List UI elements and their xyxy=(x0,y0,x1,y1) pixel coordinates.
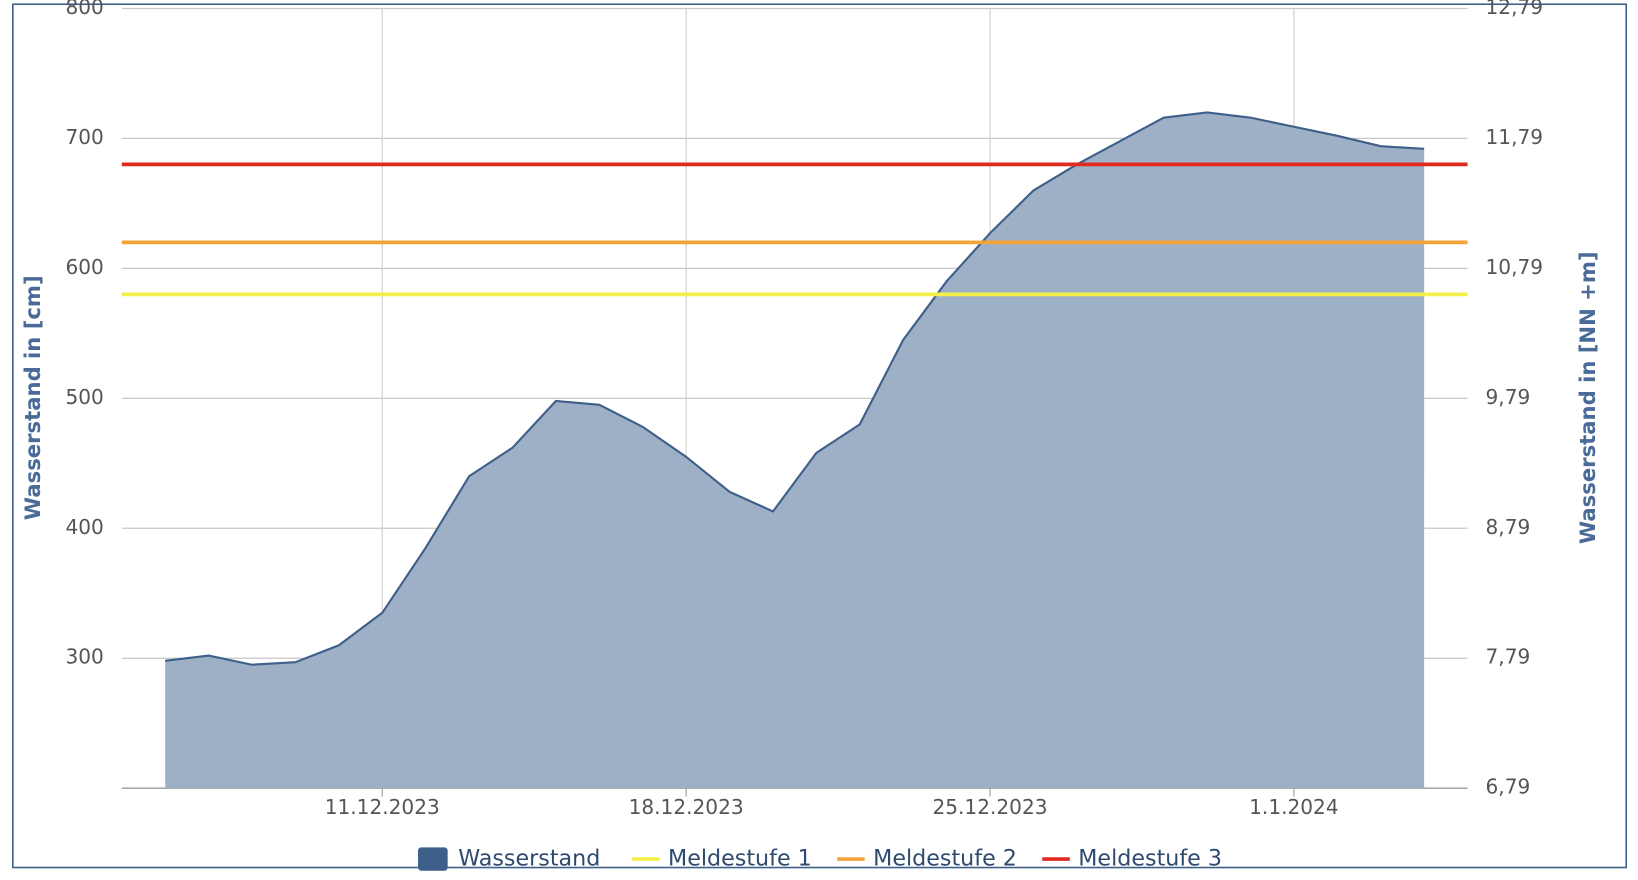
y2-tick-label: 7,79 xyxy=(1486,645,1531,669)
frame xyxy=(12,3,1628,869)
legend-label: Meldestufe 1 xyxy=(668,846,812,872)
legend-label: Meldestufe 2 xyxy=(873,846,1017,872)
y-tick-label: 300 xyxy=(65,645,103,669)
legend-label: Meldestufe 3 xyxy=(1078,846,1222,872)
x-tick-label: 11.12.2023 xyxy=(325,795,440,819)
x-tick-label: 25.12.2023 xyxy=(932,795,1047,819)
y2-tick-label: 11,79 xyxy=(1486,125,1544,149)
y-axis-label: Wasserstand in [cm] xyxy=(20,275,45,520)
x-tick-label: 18.12.2023 xyxy=(629,795,744,819)
legend-swatch xyxy=(418,847,448,871)
x-tick-label: 1.1.2024 xyxy=(1249,795,1338,819)
y2-tick-label: 10,79 xyxy=(1486,255,1544,279)
y-tick-label: 700 xyxy=(65,125,103,149)
y2-tick-label: 8,79 xyxy=(1486,515,1531,539)
y2-tick-label: 9,79 xyxy=(1486,385,1531,409)
area xyxy=(165,112,1425,789)
y-tick-label: 500 xyxy=(65,385,103,409)
y-tick-label: 400 xyxy=(65,515,103,539)
line xyxy=(165,111,1425,666)
legend-label: Wasserstand xyxy=(458,846,600,872)
y2-tick-label: 6,79 xyxy=(1486,775,1531,799)
y2-tick-label: 12,79 xyxy=(1486,0,1544,19)
y-tick-label: 600 xyxy=(65,255,103,279)
y-tick-label: 800 xyxy=(65,0,103,19)
y2-axis-label: Wasserstand in [NN +m] xyxy=(1575,251,1600,544)
